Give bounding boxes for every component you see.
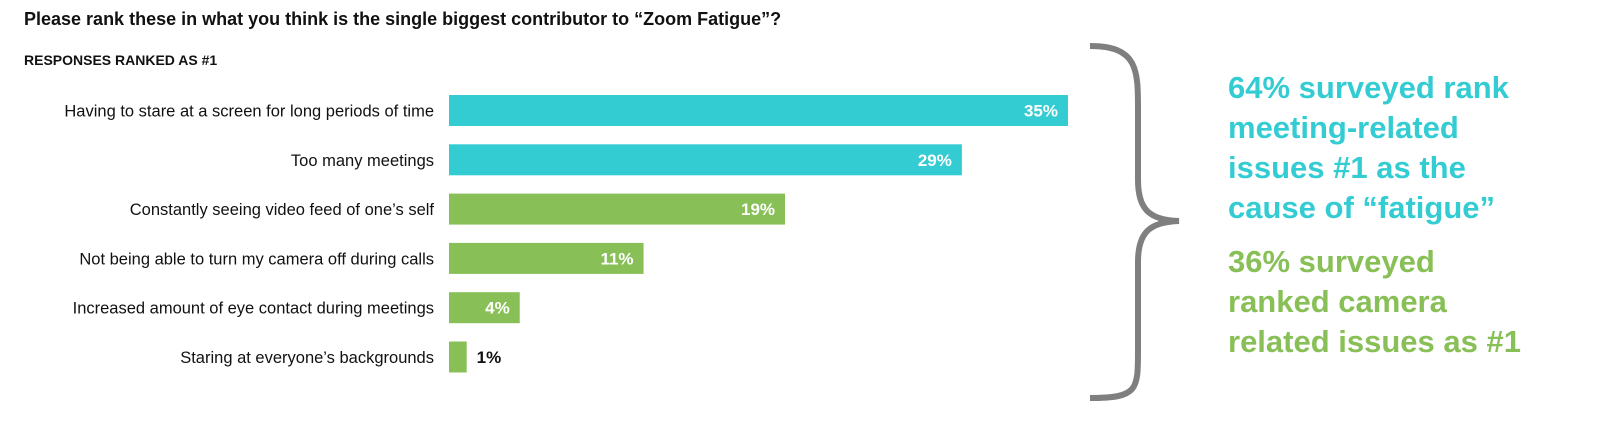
- camera-callout-line: 36% surveyed: [1228, 244, 1435, 279]
- camera-callout: 36% surveyed ranked camera related issue…: [1228, 242, 1521, 362]
- category-label: Too many meetings: [291, 152, 434, 170]
- chart-title: Please rank these in what you think is t…: [24, 9, 782, 29]
- category-label: Staring at everyone’s backgrounds: [180, 349, 434, 367]
- meeting-callout-line: cause of “fatigue”: [1228, 190, 1495, 225]
- bar: [449, 292, 520, 324]
- value-label: 35%: [1024, 102, 1058, 121]
- value-label: 1%: [477, 348, 502, 367]
- curly-brace: [1089, 43, 1180, 401]
- meeting-callout-line: 64% surveyed rank: [1228, 70, 1509, 105]
- meeting-callout-line: meeting-related: [1228, 110, 1459, 145]
- value-label: 29%: [918, 151, 952, 170]
- camera-callout-line: ranked camera: [1228, 284, 1447, 319]
- category-label: Having to stare at a screen for long per…: [64, 103, 434, 121]
- bar: [449, 95, 1068, 126]
- value-label: 19%: [741, 200, 775, 219]
- meeting-callout: 64% surveyed rank meeting-related issues…: [1228, 68, 1509, 228]
- category-label: Not being able to turn my camera off dur…: [79, 250, 434, 268]
- bar: [449, 144, 962, 176]
- meeting-callout-line: issues #1 as the: [1228, 150, 1466, 185]
- bar: [449, 242, 644, 274]
- bar-chart: Having to stare at a screen for long per…: [64, 43, 1180, 401]
- chart-subtitle: RESPONSES RANKED AS #1: [24, 52, 218, 68]
- value-label: 11%: [600, 249, 633, 268]
- value-label: 4%: [485, 299, 510, 318]
- camera-callout-line: related issues as #1: [1228, 324, 1521, 359]
- bar: [449, 341, 467, 373]
- category-label: Constantly seeing video feed of one’s se…: [130, 201, 435, 219]
- bar: [449, 193, 786, 225]
- category-label: Increased amount of eye contact during m…: [73, 300, 434, 318]
